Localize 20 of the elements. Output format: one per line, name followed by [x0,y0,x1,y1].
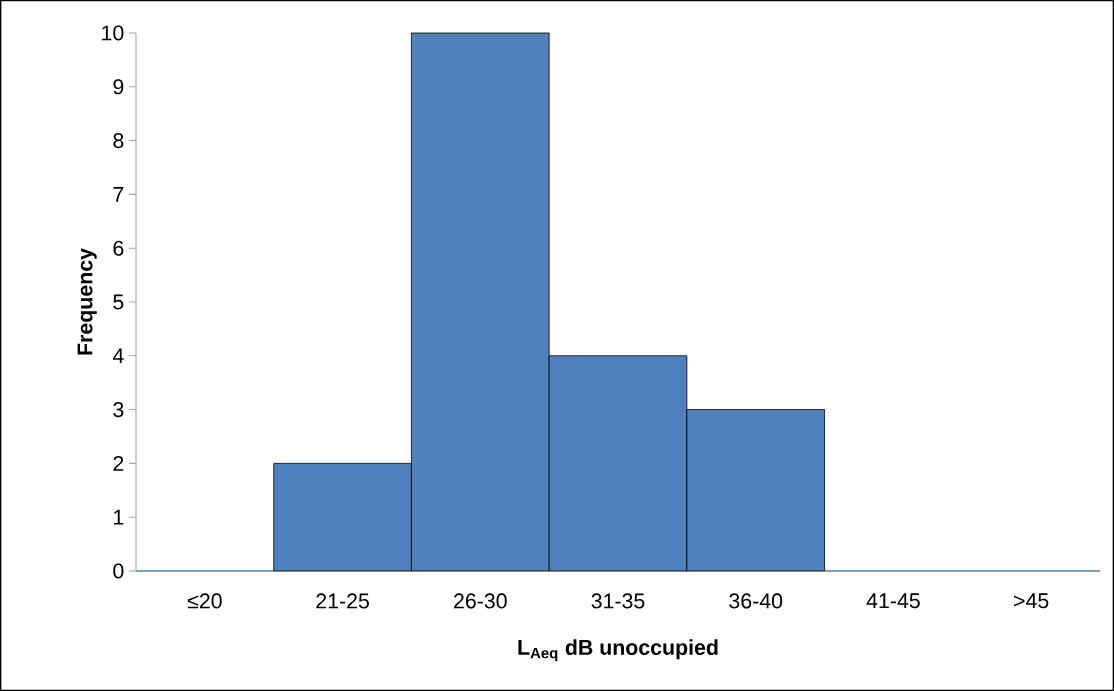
y-tick-label: 1 [114,509,124,525]
x-axis-title: L$_{Aeq}$ dB unoccupied [518,639,718,662]
x-tick-label: ≤20 [187,593,222,609]
x-tick-label: 21-25 [316,593,369,609]
y-tick-label: 5 [113,294,124,310]
y-tick-label: 7 [113,187,124,202]
y-tick-label: 6 [113,240,124,256]
y-tick-label: 8 [113,133,124,149]
y-tick-label: 10 [102,25,124,41]
y-axis-title: Frequency [77,248,97,355]
x-tick-label: 41-45 [866,593,920,609]
y-tick-label: 3 [113,402,124,418]
y-tick-label: 9 [113,79,124,95]
x-tick-label: 26-30 [454,593,507,609]
x-tick-label: 31-35 [591,593,645,609]
y-tick-label: 0 [113,563,124,579]
y-tick-label: 2 [113,455,124,471]
x-tick-label: >45 [1014,593,1049,609]
x-tick-label: 36-40 [729,593,783,609]
y-tick-label: 4 [112,348,124,364]
